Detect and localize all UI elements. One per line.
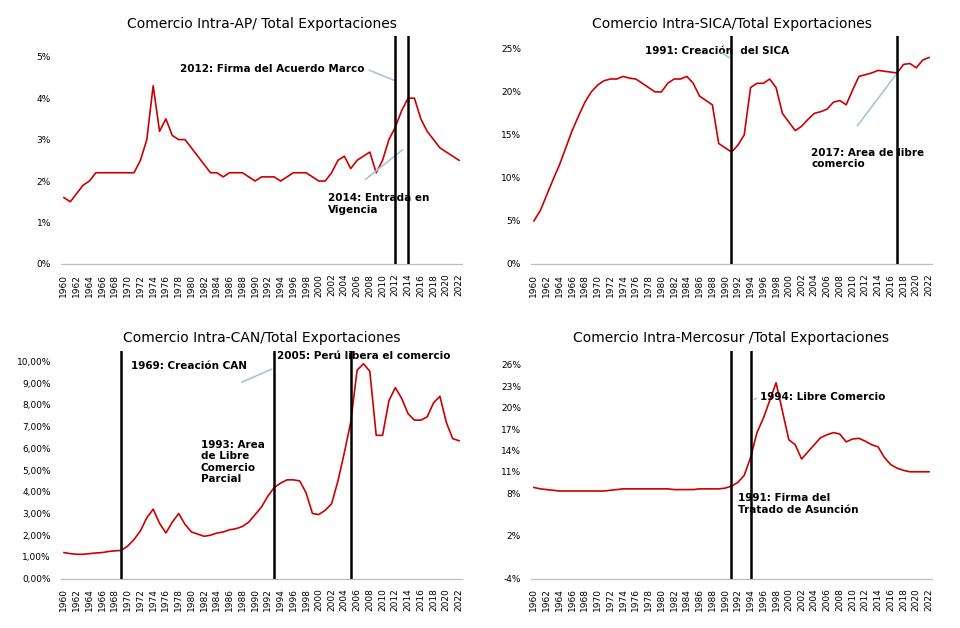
Text: 1991: Firma del
Tratado de Asunción: 1991: Firma del Tratado de Asunción [738, 493, 858, 515]
Title: Comercio Intra-AP/ Total Exportaciones: Comercio Intra-AP/ Total Exportaciones [127, 17, 396, 31]
Text: 1969: Creación CAN: 1969: Creación CAN [131, 361, 247, 371]
Text: 2005: Perú libera el comercio: 2005: Perú libera el comercio [277, 351, 451, 361]
Text: 2017: Area de libre
comercio: 2017: Area de libre comercio [811, 148, 924, 170]
Text: 2012: Firma del Acuerdo Marco: 2012: Firma del Acuerdo Marco [180, 64, 365, 74]
Title: Comercio Intra-CAN/Total Exportaciones: Comercio Intra-CAN/Total Exportaciones [123, 332, 400, 345]
Title: Comercio Intra-Mercosur /Total Exportaciones: Comercio Intra-Mercosur /Total Exportaci… [573, 332, 890, 345]
Text: 1994: Libre Comercio: 1994: Libre Comercio [760, 392, 885, 402]
Text: 2014: Entrada en
Vigencia: 2014: Entrada en Vigencia [328, 193, 430, 215]
Text: 1993: Area
de Libre
Comercio
Parcial: 1993: Area de Libre Comercio Parcial [201, 440, 265, 484]
Title: Comercio Intra-SICA/Total Exportaciones: Comercio Intra-SICA/Total Exportaciones [591, 17, 872, 31]
Text: 1991: Creación  del SICA: 1991: Creación del SICA [645, 46, 789, 56]
